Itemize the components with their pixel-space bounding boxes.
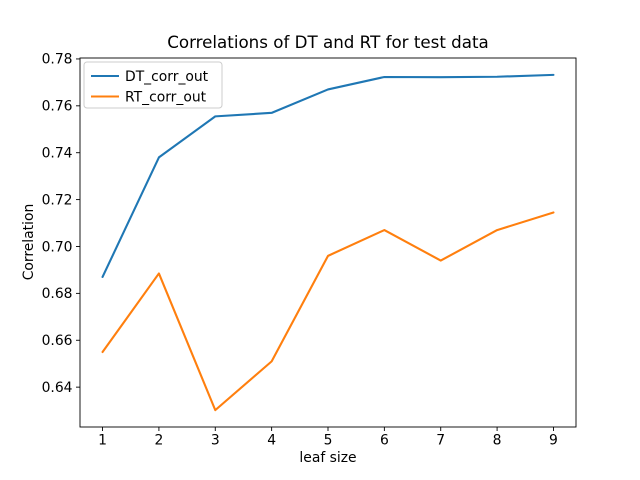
chart-title: Correlations of DT and RT for test data bbox=[167, 32, 489, 52]
x-axis-label: leaf size bbox=[299, 450, 357, 466]
x-tick-label: 6 bbox=[380, 433, 389, 449]
y-tick-label: 0.64 bbox=[42, 380, 73, 396]
y-axis-label: Correlation bbox=[21, 203, 37, 281]
x-tick-label: 2 bbox=[154, 433, 163, 449]
series-line-RT_corr_out bbox=[101, 211, 555, 412]
y-tick-label: 0.78 bbox=[42, 52, 73, 68]
x-tick-label: 1 bbox=[98, 433, 107, 449]
x-tick-label: 7 bbox=[436, 433, 445, 449]
x-tick-label: 9 bbox=[549, 433, 558, 449]
x-tick-label: 5 bbox=[324, 433, 333, 449]
y-tick-label: 0.72 bbox=[42, 192, 73, 208]
plot-border bbox=[79, 57, 577, 428]
x-tick-label: 4 bbox=[267, 433, 276, 449]
y-tick-label: 0.70 bbox=[42, 239, 73, 255]
y-tick-label: 0.74 bbox=[42, 146, 73, 162]
y-tick-label: 0.66 bbox=[42, 333, 73, 349]
legend-label: RT_corr_out bbox=[125, 89, 207, 105]
series-line-DT_corr_out bbox=[101, 73, 555, 279]
legend-label: DT_corr_out bbox=[125, 69, 209, 85]
y-tick-label: 0.76 bbox=[42, 99, 73, 115]
x-tick-label: 8 bbox=[493, 433, 502, 449]
y-tick-label: 0.68 bbox=[42, 286, 73, 302]
x-tick-label: 3 bbox=[211, 433, 220, 449]
